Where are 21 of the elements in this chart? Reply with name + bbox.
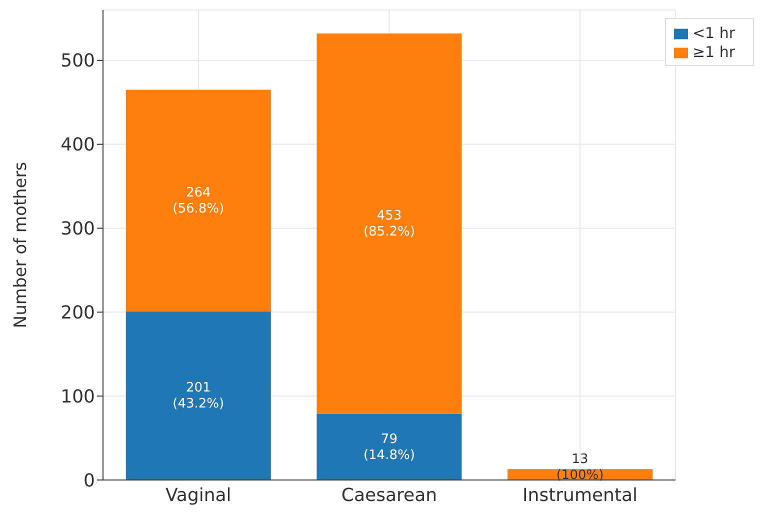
legend-label: ≥1 hr — [692, 43, 735, 61]
bar — [126, 90, 271, 312]
data-label: 201 (43.2%) — [172, 380, 224, 412]
x-tick-label: Instrumental — [522, 484, 638, 506]
data-label: 264 (56.8%) — [172, 185, 224, 216]
y-axis-title: Number of mothers — [11, 162, 32, 328]
y-tick-label: 500 — [60, 50, 95, 72]
y-tick-label: 0 — [84, 470, 95, 492]
y-tick-label: 400 — [60, 134, 95, 156]
y-tick-label: 100 — [60, 386, 95, 408]
bar — [316, 34, 462, 414]
data-label: 453 (85.2%) — [363, 208, 415, 240]
bar — [126, 311, 271, 480]
x-tick-label: Caesarean — [341, 484, 438, 506]
data-label: 13 (100%) — [556, 452, 604, 483]
data-label: 79 (14.8%) — [363, 431, 415, 462]
y-tick-label: 300 — [60, 218, 95, 240]
x-tick-label: Vaginal — [166, 484, 232, 506]
bar — [316, 414, 462, 480]
y-tick-label: 200 — [60, 302, 95, 324]
legend-label: <1 hr — [692, 24, 735, 42]
